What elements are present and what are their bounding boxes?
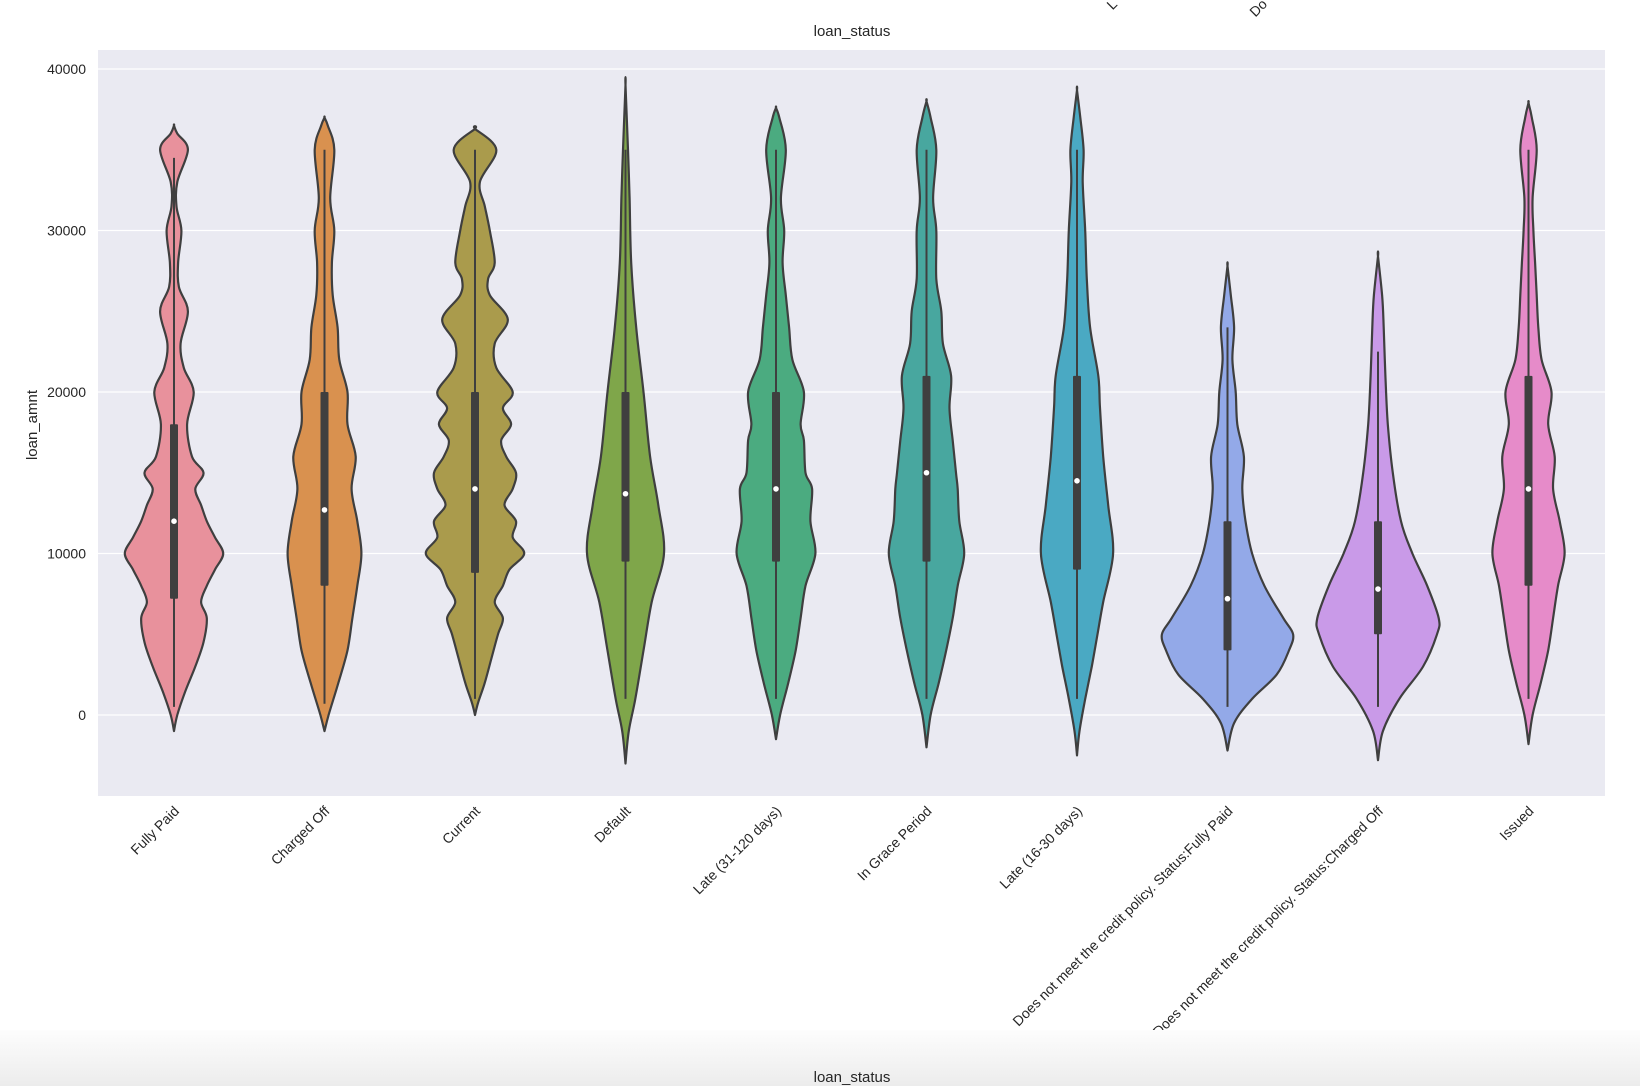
x-tick-label: Does not meet the credit policy. Status:… [1150, 803, 1387, 1040]
violin-median [773, 486, 779, 492]
violin-group [1039, 85, 1115, 757]
x-tick-label: Fully Paid [127, 803, 182, 858]
violin-median [171, 518, 177, 524]
violin-iqr-box [1223, 521, 1232, 651]
x-tick-label: Current [439, 803, 483, 847]
violin-iqr-box [1073, 375, 1081, 570]
x-tick-label: In Grace Period [854, 803, 935, 884]
top-overflow-labels: L Do [1103, 0, 1270, 20]
violin-iqr-box [621, 392, 630, 562]
x-tick-label: Issued [1496, 803, 1536, 843]
violin-iqr-box [320, 392, 329, 586]
violin-group [1491, 100, 1566, 746]
violin-iqr-box [922, 375, 931, 562]
y-tick-label: 30000 [47, 223, 86, 239]
x-tick-label: Charged Off [268, 803, 333, 868]
x-tick-labels: Fully Paid Charged Off Current Default Late … [127, 803, 1536, 1040]
x-tick-label: Late (16-30 days) [996, 803, 1085, 892]
y-axis-label: loan_amnt [24, 389, 41, 460]
violin-median [1224, 595, 1231, 602]
overflow-label: Do [1246, 0, 1270, 20]
violin-iqr-box [772, 392, 780, 562]
violin-median [321, 507, 328, 513]
y-tick-label: 10000 [47, 546, 86, 562]
violins [123, 75, 1566, 765]
violin-group [424, 125, 526, 717]
y-tick-label: 0 [78, 707, 86, 723]
y-tick-label: 40000 [47, 61, 86, 77]
violin-iqr-box [1524, 375, 1533, 586]
violin-group [585, 75, 666, 765]
y-tick-labels: 0 10000 20000 30000 40000 [47, 61, 86, 723]
violin-median [1525, 486, 1532, 492]
violin-median [1074, 478, 1080, 484]
violin-group [123, 123, 225, 733]
violin-group [735, 105, 817, 741]
chart-title: loan_status [814, 23, 891, 40]
overflow-label: L [1103, 0, 1120, 13]
violin-group [286, 115, 363, 733]
violin-median [622, 490, 629, 497]
violin-group [1315, 250, 1441, 762]
y-tick-label: 20000 [47, 384, 86, 400]
violin-median [923, 469, 930, 476]
x-tick-label: Default [591, 803, 634, 846]
violin-median [472, 486, 478, 492]
violin-iqr-box [170, 424, 178, 599]
violin-group [887, 98, 966, 749]
x-tick-label: Late (31-120 days) [690, 803, 784, 897]
violin-median [1375, 586, 1381, 592]
violin-iqr-box [1374, 521, 1382, 635]
violin-iqr-box [471, 392, 479, 573]
bottom-fade [0, 1030, 1640, 1086]
violin-group [1160, 261, 1295, 752]
